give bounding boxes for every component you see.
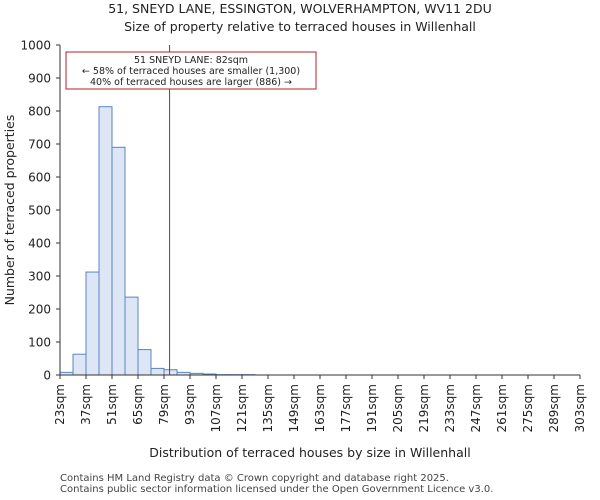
annotation-line-2: ← 58% of terraced houses are smaller (1,… [82,66,300,77]
histogram-bar [137,349,152,376]
annotation-line-1: 51 SNEYD LANE: 82sqm [134,55,248,66]
x-tick-label: 233sqm [443,384,457,432]
x-tick-label: 107sqm [209,384,223,432]
y-tick-label: 700 [28,138,51,152]
x-tick-label: 37sqm [79,384,93,425]
x-tick-label: 163sqm [313,384,327,432]
y-axis-label: Number of terraced properties [2,115,17,306]
y-tick-label: 900 [28,72,51,86]
x-tick-label: 219sqm [417,384,431,432]
x-tick-label: 261sqm [495,384,509,432]
histogram-bar [163,369,178,376]
x-tick-label: 135sqm [261,384,275,432]
x-tick-label: 289sqm [547,384,561,432]
y-tick-label: 400 [28,237,51,251]
chart-subtitle: Size of property relative to terraced ho… [124,19,476,34]
y-tick-label: 300 [28,270,51,284]
x-tick-label: 205sqm [391,384,405,432]
x-tick-label: 177sqm [339,384,353,432]
x-tick-label: 93sqm [183,384,197,425]
histogram-bar [150,367,165,376]
x-tick-label: 79sqm [157,384,171,425]
annotation-box: 51 SNEYD LANE: 82sqm ← 58% of terraced h… [65,51,317,90]
x-axis-label: Distribution of terraced houses by size … [149,445,470,460]
x-tick-label: 65sqm [131,384,145,425]
y-tick-label: 500 [28,204,51,218]
x-tick-label: 303sqm [573,384,587,432]
x-tick-label: 191sqm [365,384,379,432]
y-tick-label: 100 [28,336,51,350]
footer-line-2: Contains public sector information licen… [60,484,494,495]
y-tick-label: 1000 [20,39,51,53]
histogram-bar [72,353,87,376]
x-tick-label: 51sqm [105,384,119,425]
y-tick-label: 200 [28,303,51,317]
y-tick-label: 600 [28,171,51,185]
chart-title: 51, SNEYD LANE, ESSINGTON, WOLVERHAMPTON… [108,1,492,16]
footer-line-1: Contains HM Land Registry data © Crown c… [60,473,449,484]
y-tick-label: 800 [28,105,51,119]
annotation-line-3: 40% of terraced houses are larger (886) … [90,77,292,88]
histogram-bar [111,146,126,376]
x-tick-label: 149sqm [287,384,301,432]
histogram-bar [85,271,100,376]
x-tick-label: 247sqm [469,384,483,432]
x-tick-label: 23sqm [53,384,67,425]
histogram-bar [124,296,139,376]
histogram-bar [98,106,113,376]
y-tick-label: 0 [43,369,51,383]
x-tick-label: 275sqm [521,384,535,432]
x-tick-label: 121sqm [235,384,249,432]
